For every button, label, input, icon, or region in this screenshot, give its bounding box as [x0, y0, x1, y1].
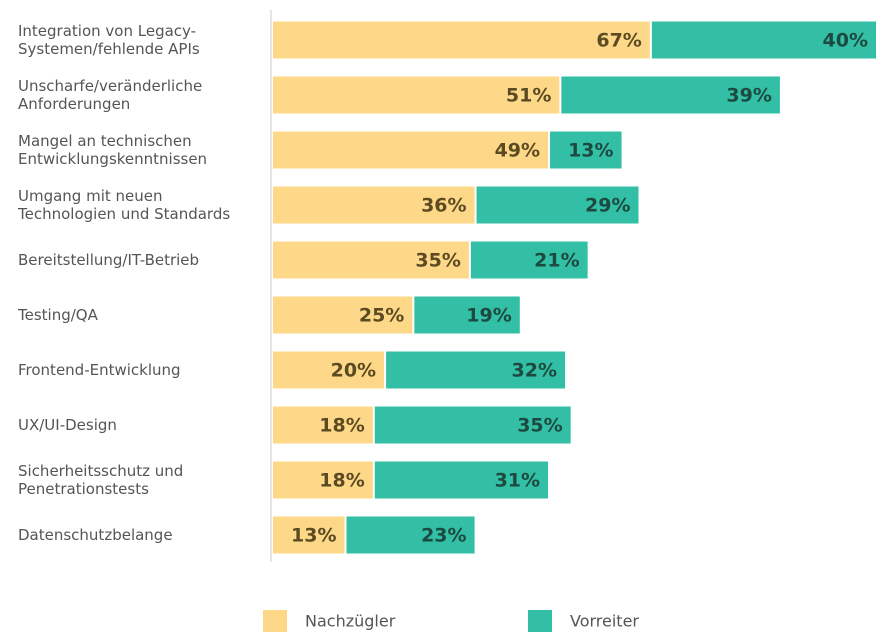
category-line: Technologien und Standards	[17, 205, 230, 223]
value-label: 18%	[319, 415, 364, 437]
legend-swatch	[528, 610, 552, 632]
category-line: Systemen/fehlende APIs	[18, 40, 200, 58]
category-label: Sicherheitsschutz und Penetrationstests	[18, 462, 183, 498]
value-label: 32%	[512, 360, 557, 382]
bar-segment	[273, 186, 475, 224]
value-label: 23%	[421, 525, 466, 547]
bar-segment	[273, 516, 345, 554]
category-line: Anforderungen	[18, 95, 130, 113]
value-label: 35%	[517, 415, 562, 437]
value-label: 29%	[585, 195, 630, 217]
bar-segment	[476, 186, 639, 224]
category-line: Sicherheitsschutz und	[18, 462, 183, 480]
bar-segment	[273, 76, 560, 114]
bar-segment	[273, 296, 413, 334]
category-line: Datenschutzbelange	[18, 526, 173, 544]
value-label: 21%	[534, 250, 579, 272]
value-label: 49%	[495, 140, 540, 162]
category-line: Testing/QA	[17, 306, 99, 324]
bar-segment	[273, 406, 373, 444]
category-label: Frontend-Entwicklung	[18, 361, 181, 379]
bar-segment	[273, 241, 469, 279]
value-label: 31%	[495, 470, 540, 492]
category-label: Testing/QA	[17, 306, 99, 324]
bar-segment	[561, 76, 780, 114]
bar-segment	[273, 21, 650, 59]
category-label: Unscharfe/veränderliche Anforderungen	[18, 77, 202, 113]
legend-label: Vorreiter	[570, 612, 639, 631]
category-line: UX/UI-Design	[18, 416, 117, 434]
bar-segment	[414, 296, 520, 334]
category-line: Frontend-Entwicklung	[18, 361, 181, 379]
category-label: Umgang mit neuen Technologien und Standar…	[17, 187, 230, 223]
legend-swatch	[263, 610, 287, 632]
category-label: Bereitstellung/IT-Betrieb	[18, 251, 199, 269]
bar-segment	[374, 461, 549, 499]
value-label: 39%	[726, 85, 771, 107]
bar-segment	[386, 351, 566, 389]
bar-segment	[651, 21, 876, 59]
value-label: 18%	[319, 470, 364, 492]
value-label: 20%	[331, 360, 376, 382]
category-line: Integration von Legacy-	[18, 22, 196, 40]
value-label: 19%	[466, 305, 511, 327]
category-label: Integration von Legacy-Systemen/fehlende…	[18, 22, 200, 58]
value-label: 51%	[506, 85, 551, 107]
value-label: 40%	[823, 30, 868, 52]
value-label: 36%	[421, 195, 466, 217]
bar-segment	[374, 406, 571, 444]
bar-segment	[470, 241, 588, 279]
bar-segment	[273, 351, 385, 389]
value-label: 25%	[359, 305, 404, 327]
category-label: UX/UI-Design	[18, 416, 117, 434]
value-label: 67%	[596, 30, 641, 52]
value-label: 13%	[568, 140, 613, 162]
category-line: Penetrationstests	[18, 480, 149, 498]
category-line: Unscharfe/veränderliche	[18, 77, 202, 95]
category-line: Mangel an technischen	[18, 132, 192, 150]
category-line: Umgang mit neuen	[18, 187, 163, 205]
bar-segment	[273, 461, 373, 499]
value-label: 13%	[291, 525, 336, 547]
value-label: 35%	[415, 250, 460, 272]
category-label: Datenschutzbelange	[18, 526, 173, 544]
category-line: Bereitstellung/IT-Betrieb	[18, 251, 199, 269]
legend-label: Nachzügler	[305, 612, 396, 631]
bar-segment	[346, 516, 475, 554]
bar-segment	[273, 131, 549, 169]
bar-segment	[550, 131, 622, 169]
category-line: Entwicklungskenntnissen	[18, 150, 207, 168]
category-label: Mangel an technischen Entwicklungskenntni…	[18, 132, 207, 168]
